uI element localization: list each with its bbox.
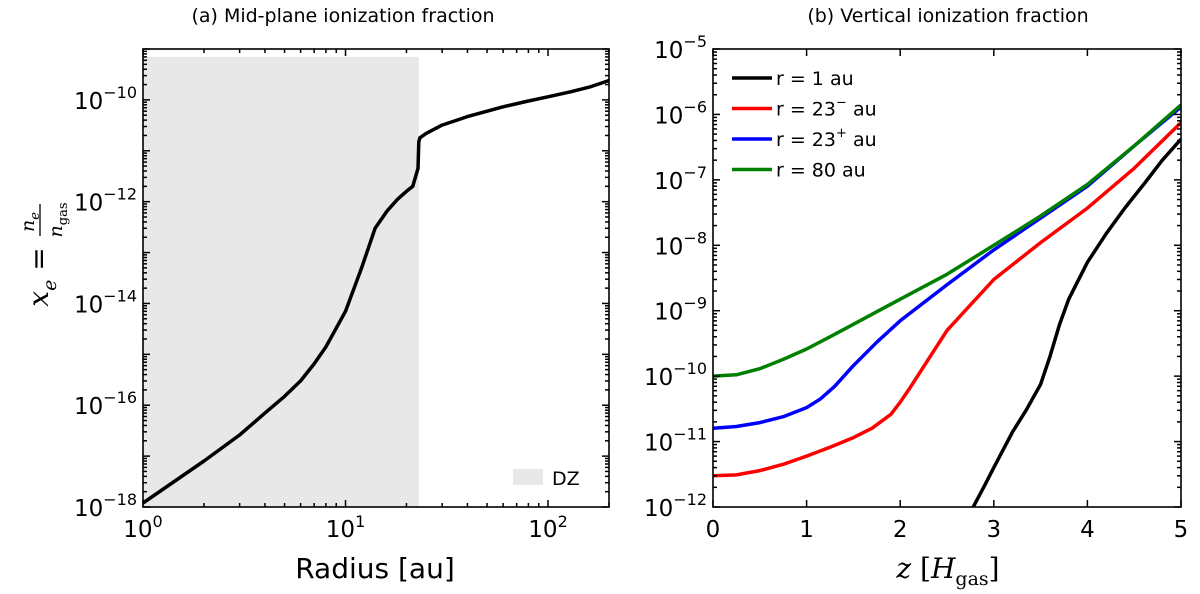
x-tick-label: 2 bbox=[893, 517, 908, 543]
x-tick-label: 100 bbox=[123, 512, 162, 543]
dead-zone-region bbox=[143, 56, 419, 508]
svg-text:ne: ne bbox=[17, 212, 43, 232]
panel-a-ylabel: xe = ne ngas bbox=[17, 203, 71, 307]
panel-a-title: (a) Mid-plane ionization fraction bbox=[191, 5, 494, 27]
svg-text:xe =: xe = bbox=[22, 247, 61, 306]
x-tick-label: 101 bbox=[326, 512, 365, 543]
panel-a-legend: DZ bbox=[513, 468, 580, 490]
y-tick-label: 10−8 bbox=[654, 228, 707, 260]
x-tick-label: 3 bbox=[986, 517, 1001, 543]
panel-a: 100 101 102 10−18 10−16 10−14 10−12 10−10 DZ bbox=[74, 48, 610, 543]
y-tick-label: 10−6 bbox=[654, 97, 707, 129]
y-tick-label: 10−9 bbox=[654, 294, 707, 326]
y-tick-label: 10−18 bbox=[74, 490, 137, 522]
series-line-r-80 bbox=[713, 103, 1181, 378]
panel-b-title: (b) Vertical ionization fraction bbox=[807, 5, 1088, 27]
legend-label: r = 23+ au bbox=[776, 126, 877, 151]
x-tick-label: 5 bbox=[1174, 517, 1189, 543]
x-tick-label: 1 bbox=[799, 517, 814, 543]
legend-label: r = 1 au bbox=[776, 68, 854, 90]
panel-b: 0 1 2 3 4 5 10−12 10−11 10−10 10−9 10−8 10−7 10−6 10−… bbox=[644, 32, 1188, 543]
y-tick-label: 10−5 bbox=[654, 32, 707, 64]
y-tick-label: 10−12 bbox=[644, 490, 707, 522]
legend-dz-label: DZ bbox=[552, 468, 580, 490]
y-tick-label: 10−7 bbox=[654, 163, 707, 195]
x-tick-label: 4 bbox=[1080, 517, 1095, 543]
y-tick-label: 10−14 bbox=[74, 286, 137, 318]
panel-b-xlabel: z [Hgas] bbox=[895, 552, 999, 590]
series-line-mid-plane bbox=[143, 78, 609, 505]
legend-dz-swatch bbox=[513, 469, 543, 485]
panel-b-legend: r = 1 au r = 23− au r = 23+ au r = 80 au bbox=[732, 68, 877, 182]
y-tick-label: 10−10 bbox=[644, 359, 707, 391]
y-tick-label: 10−16 bbox=[74, 388, 137, 420]
svg-text:ngas: ngas bbox=[45, 203, 71, 238]
y-tick-label: 10−10 bbox=[74, 83, 137, 115]
legend-label: r = 23− au bbox=[776, 96, 877, 121]
plot-frame bbox=[142, 48, 610, 508]
y-tick-label: 10−11 bbox=[644, 425, 707, 457]
panel-a-xlabel: Radius [au] bbox=[295, 552, 455, 585]
y-tick-label: 10−12 bbox=[74, 185, 137, 217]
series-line-r-1 bbox=[971, 137, 1181, 507]
plot-frame bbox=[712, 48, 1182, 508]
x-tick-label: 0 bbox=[706, 517, 721, 543]
x-tick-label: 102 bbox=[528, 512, 567, 543]
series-line-r-23-plus bbox=[713, 105, 1181, 430]
series-line-r-23-minus bbox=[713, 121, 1181, 478]
legend-label: r = 80 au bbox=[776, 160, 866, 182]
